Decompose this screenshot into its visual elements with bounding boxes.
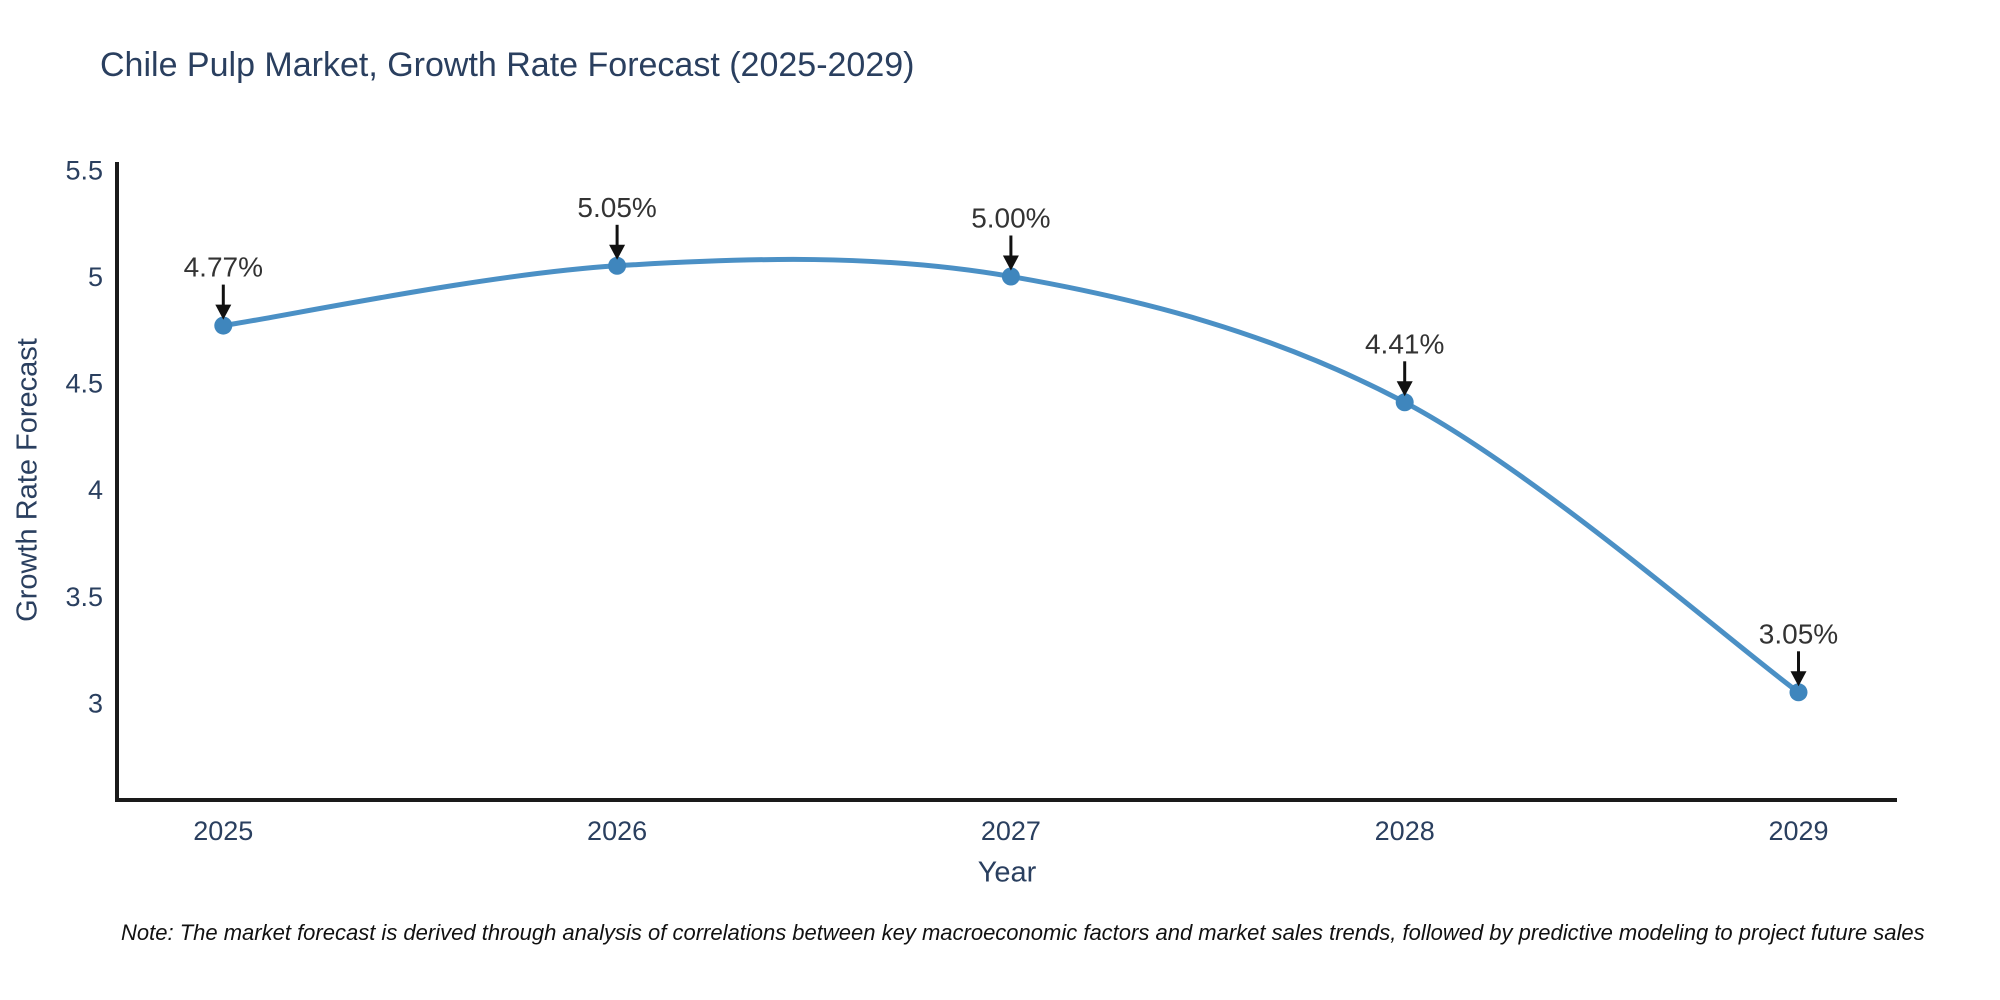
y-tick-label: 4.5 <box>65 369 103 399</box>
data-label: 3.05% <box>1759 618 1838 649</box>
x-tick-label: 2029 <box>1768 816 1828 846</box>
annotation-arrowhead <box>215 304 232 320</box>
x-tick-label: 2028 <box>1375 816 1435 846</box>
footnote: Note: The market forecast is derived thr… <box>121 920 1925 945</box>
annotation-arrowhead <box>1790 671 1807 687</box>
y-tick-label: 3 <box>88 688 103 718</box>
data-point-marker[interactable] <box>608 256 627 275</box>
y-tick-label: 4 <box>88 475 103 505</box>
x-tick-label: 2027 <box>981 816 1041 846</box>
data-point-marker[interactable] <box>214 316 233 335</box>
y-tick-label: 5 <box>88 262 103 292</box>
data-label: 5.05% <box>577 192 656 223</box>
x-tick-label: 2026 <box>587 816 647 846</box>
y-axis-title: Growth Rate Forecast <box>11 338 44 622</box>
x-tick-label: 2025 <box>193 816 253 846</box>
x-axis-title: Year <box>977 856 1037 889</box>
data-label: 4.77% <box>184 252 263 283</box>
data-point-marker[interactable] <box>1789 683 1808 702</box>
data-label: 4.41% <box>1365 328 1444 359</box>
y-tick-label: 3.5 <box>65 582 103 612</box>
annotation-arrowhead <box>609 244 626 260</box>
data-point-marker[interactable] <box>1001 267 1020 286</box>
y-tick-label: 5.5 <box>65 155 103 185</box>
data-label: 5.00% <box>971 203 1050 234</box>
annotation-arrowhead <box>1396 381 1413 397</box>
chart-title: Chile Pulp Market, Growth Rate Forecast … <box>100 46 915 84</box>
trend-line <box>220 256 1801 695</box>
data-point-marker[interactable] <box>1395 393 1414 412</box>
annotation-arrowhead <box>1002 255 1019 271</box>
